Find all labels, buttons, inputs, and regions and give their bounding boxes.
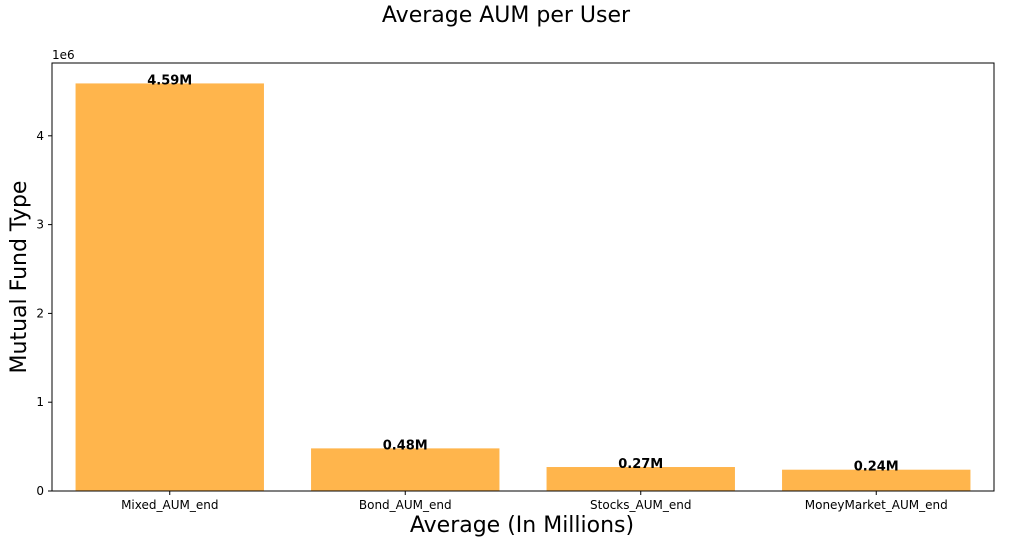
- y-tick-label-4: 4: [36, 129, 44, 143]
- bar-Mixed_AUM_end: [75, 83, 264, 492]
- y-axis-label: Mutual Fund Type: [7, 181, 32, 374]
- y-tick-label-2: 2: [36, 306, 44, 320]
- x-tick-label-MoneyMarket_AUM_end: MoneyMarket_AUM_end: [805, 498, 948, 512]
- y-tick-label-3: 3: [36, 218, 44, 232]
- y-tick-label-0: 0: [36, 484, 44, 498]
- bar-MoneyMarket_AUM_end: [782, 469, 971, 491]
- bar-Bond_AUM_end: [311, 448, 500, 491]
- y-tick-label-1: 1: [36, 395, 44, 409]
- x-tick-label-Bond_AUM_end: Bond_AUM_end: [359, 498, 452, 512]
- data-label-Stocks_AUM_end: 0.27M: [618, 457, 663, 472]
- x-tick-label-Mixed_AUM_end: Mixed_AUM_end: [121, 498, 218, 512]
- data-label-Mixed_AUM_end: 4.59M: [147, 73, 192, 88]
- x-axis-label: Average (In Millions): [410, 513, 634, 538]
- chart-title: Average AUM per User: [382, 3, 631, 28]
- plot-frame: [51, 62, 995, 492]
- data-label-Bond_AUM_end: 0.48M: [383, 438, 428, 453]
- bar-Stocks_AUM_end: [546, 467, 735, 491]
- y-axis-offset-label: 1e6: [52, 48, 75, 62]
- x-tick-label-Stocks_AUM_end: Stocks_AUM_end: [590, 498, 691, 512]
- data-label-MoneyMarket_AUM_end: 0.24M: [854, 460, 899, 475]
